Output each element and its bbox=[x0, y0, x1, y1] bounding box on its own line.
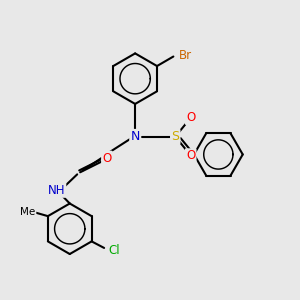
Text: Br: Br bbox=[179, 49, 192, 62]
Text: O: O bbox=[102, 152, 112, 165]
Text: Cl: Cl bbox=[108, 244, 120, 257]
Text: S: S bbox=[171, 130, 179, 143]
Text: O: O bbox=[186, 111, 195, 124]
Text: N: N bbox=[130, 130, 140, 143]
Text: NH: NH bbox=[48, 184, 65, 196]
Text: O: O bbox=[186, 149, 195, 162]
Text: Me: Me bbox=[20, 207, 35, 217]
